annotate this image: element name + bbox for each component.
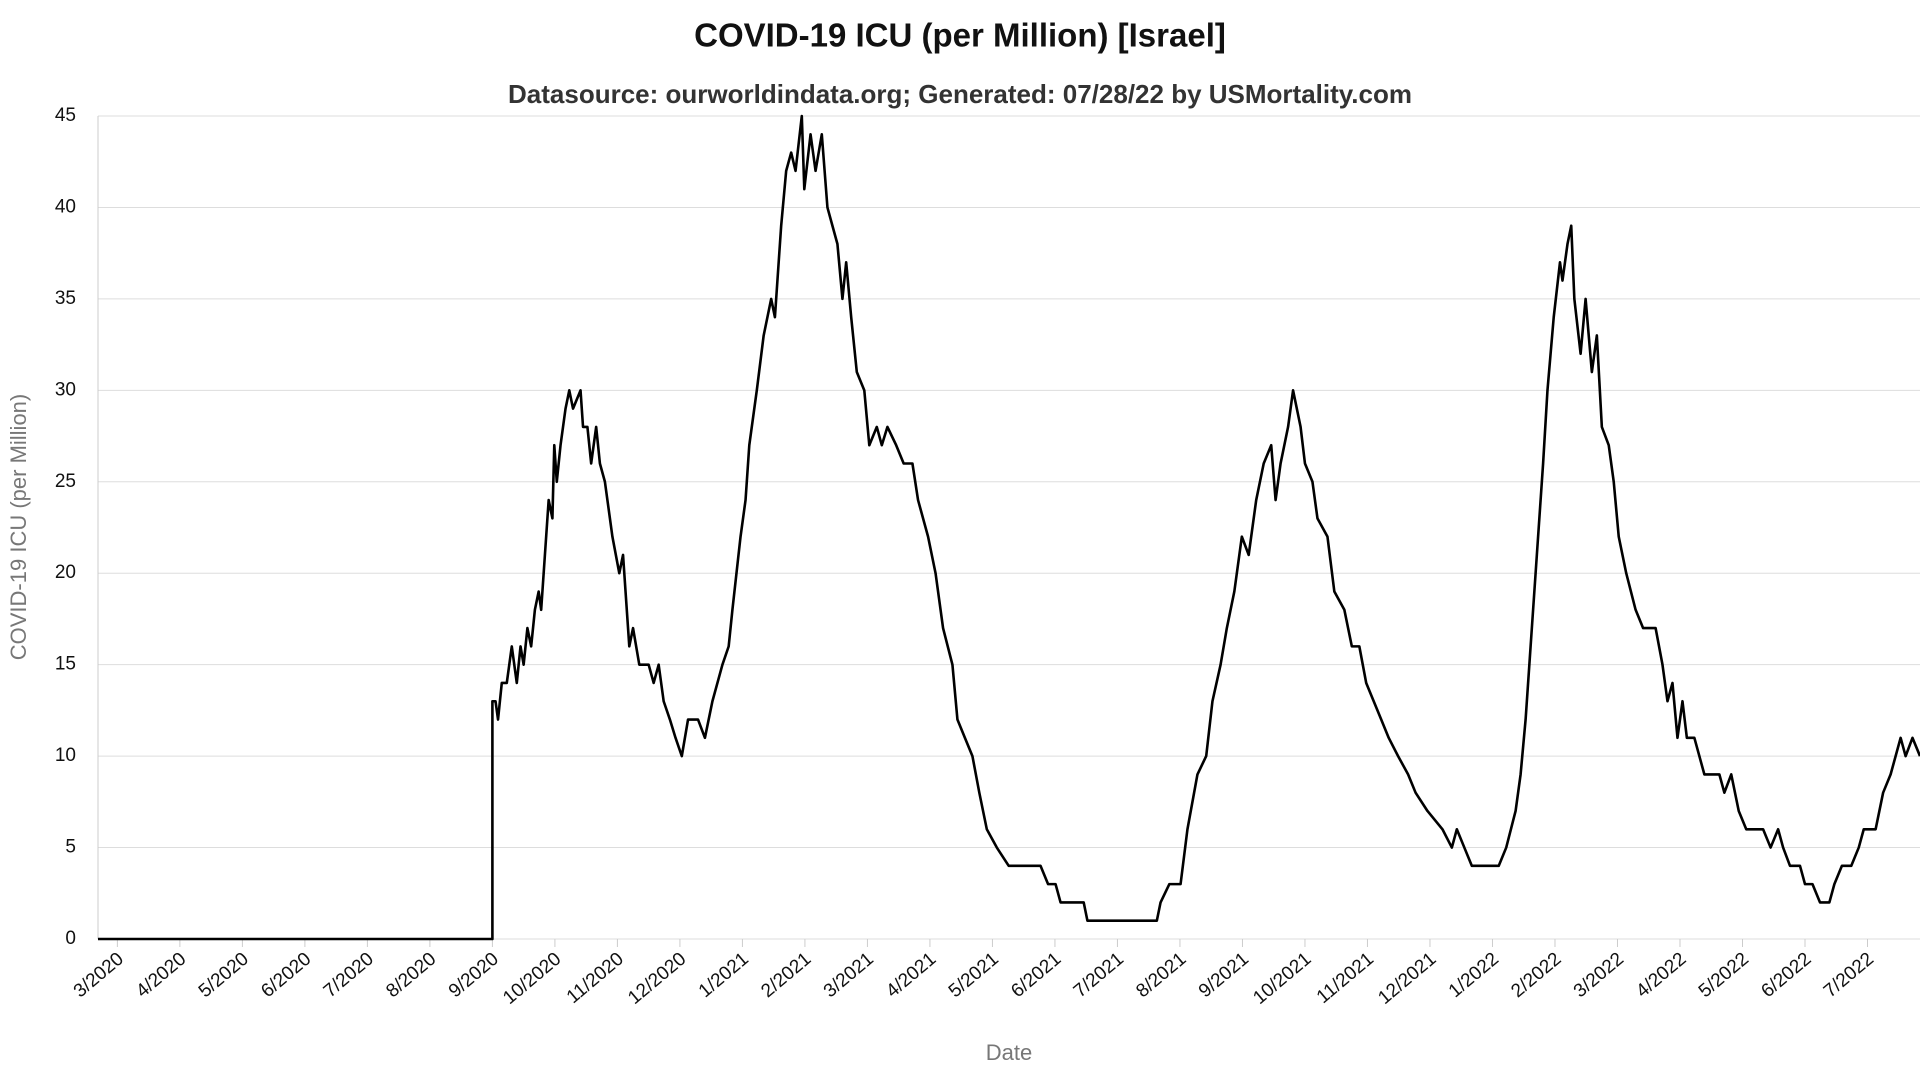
y-tick-label: 5 (65, 837, 76, 858)
x-tick-label: 12/2021 (1374, 949, 1440, 1009)
y-axis-label: COVID-19 ICU (per Million) (6, 394, 31, 661)
x-tick-label: 5/2022 (1695, 949, 1753, 1002)
x-tick-label: 10/2021 (1249, 949, 1315, 1009)
y-tick-label: 10 (55, 745, 76, 766)
x-tick-label: 10/2020 (499, 949, 565, 1009)
x-tick-label: 2/2022 (1507, 949, 1565, 1002)
x-tick-label: 4/2021 (882, 949, 940, 1002)
y-tick-label: 35 (55, 288, 76, 309)
chart-title: COVID-19 ICU (per Million) [Israel] (694, 17, 1226, 54)
x-tick-label: 8/2020 (382, 949, 440, 1002)
x-tick-label: 3/2022 (1570, 949, 1628, 1002)
x-tick-label: 9/2021 (1195, 949, 1253, 1002)
y-tick-label: 15 (55, 654, 76, 675)
y-tick-label: 20 (55, 562, 76, 583)
y-tick-label: 25 (55, 471, 76, 492)
x-tick-label: 5/2021 (945, 949, 1003, 1002)
x-tick-label: 11/2021 (1313, 949, 1378, 1008)
x-tick-label: 4/2020 (132, 949, 190, 1002)
x-tick-label: 5/2020 (195, 949, 253, 1002)
y-tick-label: 45 (55, 105, 76, 126)
x-tick-label: 1/2022 (1445, 949, 1503, 1002)
data-line (98, 114, 1920, 941)
x-tick-label: 6/2020 (257, 949, 315, 1002)
x-tick-label: 12/2020 (624, 949, 690, 1009)
x-tick-label: 3/2021 (820, 949, 878, 1002)
x-axis-label: Date (986, 1040, 1032, 1065)
x-tick-label: 9/2020 (445, 949, 503, 1002)
x-tick-label: 8/2021 (1132, 949, 1190, 1002)
y-tick-label: 0 (65, 928, 76, 949)
x-tick-label: 7/2021 (1070, 949, 1128, 1002)
x-tick-label: 11/2020 (563, 949, 628, 1008)
x-tick-label: 1/2021 (695, 949, 753, 1002)
x-tick-label: 4/2022 (1632, 949, 1690, 1002)
x-tick-label: 6/2021 (1007, 949, 1065, 1002)
y-tick-label: 30 (55, 379, 76, 400)
x-tick-label: 6/2022 (1757, 949, 1815, 1002)
x-tick-label: 3/2020 (70, 949, 128, 1002)
y-tick-label: 40 (55, 196, 76, 217)
x-tick-label: 7/2020 (320, 949, 378, 1002)
chart-subtitle: Datasource: ourworldindata.org; Generate… (508, 79, 1412, 109)
x-tick-label: 2/2021 (757, 949, 815, 1002)
x-tick-label: 7/2022 (1820, 949, 1878, 1002)
